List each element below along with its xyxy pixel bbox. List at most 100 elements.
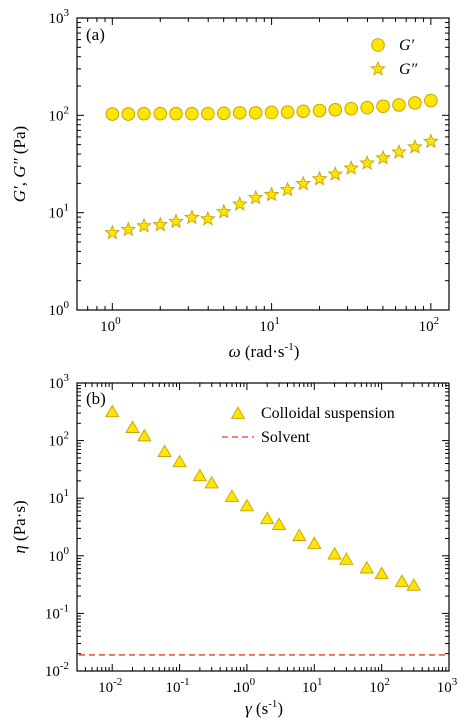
marks-b [79, 404, 447, 656]
suspension-point [172, 454, 187, 468]
g-prime-point [264, 105, 279, 120]
g-prime-point [153, 106, 168, 121]
suspension-point [259, 511, 275, 525]
g-prime-point [392, 98, 406, 112]
x-axis-unit-a: (rad·s [241, 342, 285, 361]
g-prime-point [344, 101, 358, 116]
y-tick-exp: 2 [64, 430, 70, 442]
suspension-point [307, 536, 322, 549]
x-tick-label-b: 102 [369, 676, 390, 696]
g-double-prime-point [120, 221, 137, 237]
x-tick-exp: -2 [113, 676, 122, 688]
g-prime-point [216, 106, 231, 121]
y-tick-label-a: 102 [49, 104, 70, 124]
x-tick-base: 10 [302, 680, 317, 696]
x-tick-exp: 0 [115, 315, 121, 327]
y-tick-label-b: 103 [49, 372, 70, 392]
legend-a-label-g2: G″ [399, 61, 418, 78]
x-axis-unit-tail-a: ) [294, 342, 300, 361]
y-tick-exp: 1 [64, 202, 70, 214]
legend-b-label-solvent: Solvent [261, 429, 310, 446]
g-prime-point [424, 93, 438, 108]
y-tick-exp: 0 [64, 545, 70, 557]
x-tick-label-b: 103 [437, 676, 458, 696]
g-prime-point [328, 102, 343, 117]
y-tick-exp: 1 [64, 487, 70, 499]
g-double-prime-point [343, 160, 360, 175]
g-prime-point [121, 107, 136, 121]
g-double-prime-point [136, 217, 152, 233]
y-tick-base: 10 [49, 303, 64, 319]
g-double-prime-point [247, 189, 264, 205]
g-prime-point [232, 106, 247, 120]
x-tick-label-b: 100 [235, 676, 256, 696]
g-double-prime-point [423, 133, 439, 149]
x-tick-exp: 2 [434, 315, 440, 327]
x-tick-base: 10 [369, 680, 384, 696]
suspension-point [224, 489, 240, 502]
g-prime-point [105, 107, 120, 121]
y-axis-symbol-b: η [10, 545, 29, 553]
y-tick-exp: 2 [64, 104, 70, 116]
g-prime-point [376, 99, 390, 114]
x-tick-exp: -1 [180, 676, 189, 688]
x-axis-symbol-b: γ [245, 699, 253, 718]
suspension-point [406, 578, 422, 591]
y-axis-title-a: G′, G″ (Pa) [10, 126, 29, 202]
g-double-prime-point [311, 170, 328, 186]
suspension-point [374, 566, 389, 580]
g-prime-point [169, 106, 183, 121]
panel-label-b: (b) [86, 389, 106, 408]
x-axis-title-a: ω (rad·s-1) [229, 341, 300, 361]
x-tick-exp: 3 [452, 676, 458, 688]
suspension-point [292, 528, 307, 541]
y-tick-base: 10 [45, 606, 60, 622]
y-tick-label-b: 10-1 [45, 602, 69, 622]
g-double-prime-point [263, 186, 280, 202]
y-tick-label-a: 103 [49, 7, 70, 27]
y-tick-label-b: 10-2 [45, 660, 69, 680]
y-tick-base: 10 [49, 206, 64, 222]
y-tick-base: 10 [49, 549, 64, 565]
suspension-point [125, 420, 140, 433]
legend-a: G′ G″ [370, 37, 418, 78]
legend-star-marker [370, 60, 386, 76]
g-double-prime-point [104, 224, 121, 240]
y-tick-label-a: 100 [49, 299, 70, 319]
g-prime-point [280, 105, 295, 119]
x-tick-base: 10 [98, 680, 113, 696]
x-tick-base: 10 [419, 319, 434, 335]
g-double-prime-point [279, 181, 296, 197]
y-tick-label-b: 102 [49, 430, 70, 450]
y-tick-exp: 3 [64, 7, 70, 19]
g-prime-point [248, 106, 263, 120]
g-double-prime-point [184, 209, 200, 225]
y-tick-base: 10 [49, 376, 64, 392]
legend-a-marker-circle [371, 38, 385, 52]
x-axis-unit-tail-b: ) [277, 699, 283, 718]
legend-triangle-marker [230, 406, 246, 419]
g-double-prime-point [391, 143, 407, 159]
y-axis-unit-a: (Pa) [10, 126, 29, 159]
g-prime-point [312, 103, 327, 118]
y-tick-base: 10 [45, 664, 60, 680]
x-tick-exp: 1 [317, 676, 323, 688]
y-tick-exp: -1 [60, 602, 69, 614]
y-tick-base: 10 [49, 11, 64, 27]
suspension-point [137, 428, 152, 442]
suspension-point [271, 517, 287, 531]
g-double-prime-point [327, 166, 344, 181]
suspension-point [327, 546, 342, 560]
g-double-prime-point [407, 138, 423, 154]
x-tick-label-a: 101 [259, 315, 280, 335]
x-tick-base: 10 [437, 680, 452, 696]
y-tick-base: 10 [49, 434, 64, 450]
g-double-prime-point [231, 196, 248, 211]
x-tick-label-b: 10-1 [165, 676, 189, 696]
g-double-prime-point [168, 213, 184, 229]
suspension-point [204, 475, 219, 489]
